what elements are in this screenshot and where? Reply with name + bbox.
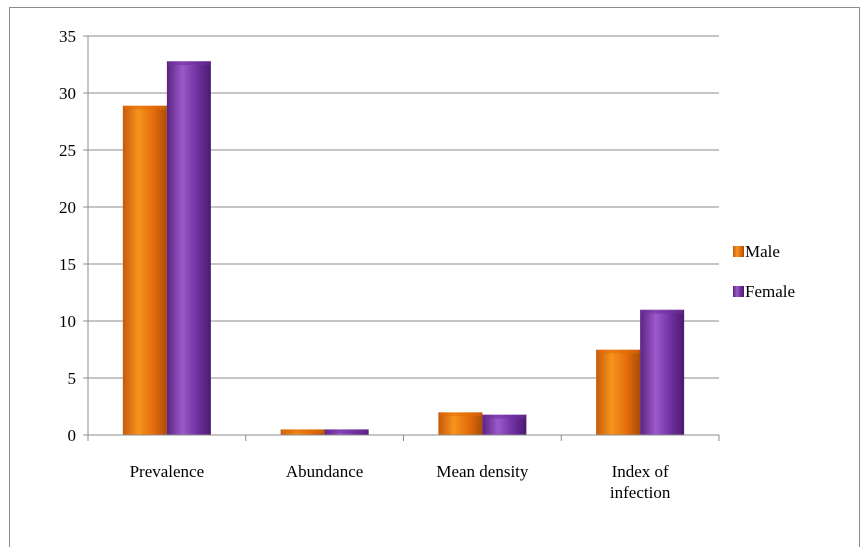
legend: Male Female bbox=[733, 242, 795, 301]
y-tick-label: 30 bbox=[59, 84, 76, 103]
bar-female-mean-density bbox=[482, 414, 526, 435]
legend-label: Female bbox=[745, 282, 795, 301]
bar-female-index-of-infection bbox=[640, 310, 684, 435]
x-tick-label-line: Index of bbox=[612, 462, 669, 481]
y-tick-label: 15 bbox=[59, 255, 76, 274]
x-tick-label: Mean density bbox=[436, 462, 529, 481]
y-tick-label: 25 bbox=[59, 141, 76, 160]
bar-male-abundance bbox=[281, 429, 325, 435]
y-tick-label: 35 bbox=[59, 27, 76, 46]
y-tick-label: 5 bbox=[68, 369, 77, 388]
legend-item-female: Female bbox=[733, 282, 795, 301]
legend-item-male: Male bbox=[733, 242, 780, 261]
bar-male-mean-density bbox=[438, 412, 482, 435]
legend-swatch bbox=[733, 286, 744, 297]
y-tick-labels: 0 5 10 15 20 25 30 35 bbox=[59, 27, 76, 445]
x-tick-label: Abundance bbox=[286, 462, 363, 481]
x-tick-labels: Prevalence Abundance Mean density Index of i… bbox=[130, 462, 671, 502]
x-tick-label-line: Prevalence bbox=[130, 462, 205, 481]
legend-swatch bbox=[733, 246, 744, 257]
x-tick-label-line: Abundance bbox=[286, 462, 363, 481]
bar-male-index-of-infection bbox=[596, 350, 640, 436]
bar-male-prevalence bbox=[123, 106, 167, 435]
y-tick-label: 20 bbox=[59, 198, 76, 217]
x-tick-label: Index of infection bbox=[610, 462, 671, 502]
legend-label: Male bbox=[745, 242, 780, 261]
bar-female-abundance bbox=[325, 429, 369, 435]
y-tick-label: 10 bbox=[59, 312, 76, 331]
x-tick-label-line: Mean density bbox=[436, 462, 529, 481]
x-tick-label: Prevalence bbox=[130, 462, 205, 481]
y-tick-label: 0 bbox=[68, 426, 77, 445]
bar-female-prevalence bbox=[167, 61, 211, 435]
bars bbox=[123, 61, 684, 435]
x-tick-label-line: infection bbox=[610, 483, 671, 502]
